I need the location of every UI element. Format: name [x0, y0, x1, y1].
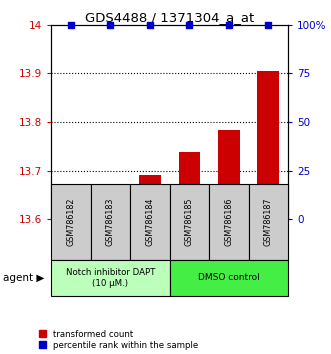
Bar — [218, 130, 240, 219]
Point — [69, 22, 74, 28]
Text: agent ▶: agent ▶ — [3, 273, 45, 283]
Bar — [100, 188, 121, 219]
Legend: transformed count, percentile rank within the sample: transformed count, percentile rank withi… — [39, 330, 198, 350]
Bar — [60, 186, 82, 219]
Text: GSM786185: GSM786185 — [185, 198, 194, 246]
Text: GSM786184: GSM786184 — [145, 198, 155, 246]
Bar — [258, 71, 279, 219]
Point — [187, 22, 192, 28]
Title: GDS4488 / 1371304_a_at: GDS4488 / 1371304_a_at — [85, 11, 254, 24]
Point — [265, 22, 271, 28]
Text: GSM786183: GSM786183 — [106, 198, 115, 246]
Point — [108, 22, 113, 28]
Point — [226, 22, 231, 28]
Text: Notch inhibitor DAPT
(10 μM.): Notch inhibitor DAPT (10 μM.) — [66, 268, 155, 288]
Bar — [178, 152, 200, 219]
Point — [147, 22, 153, 28]
Text: GSM786182: GSM786182 — [67, 198, 75, 246]
Bar — [139, 175, 161, 219]
Text: GSM786187: GSM786187 — [264, 198, 273, 246]
Text: DMSO control: DMSO control — [198, 273, 260, 282]
Text: GSM786186: GSM786186 — [224, 198, 233, 246]
